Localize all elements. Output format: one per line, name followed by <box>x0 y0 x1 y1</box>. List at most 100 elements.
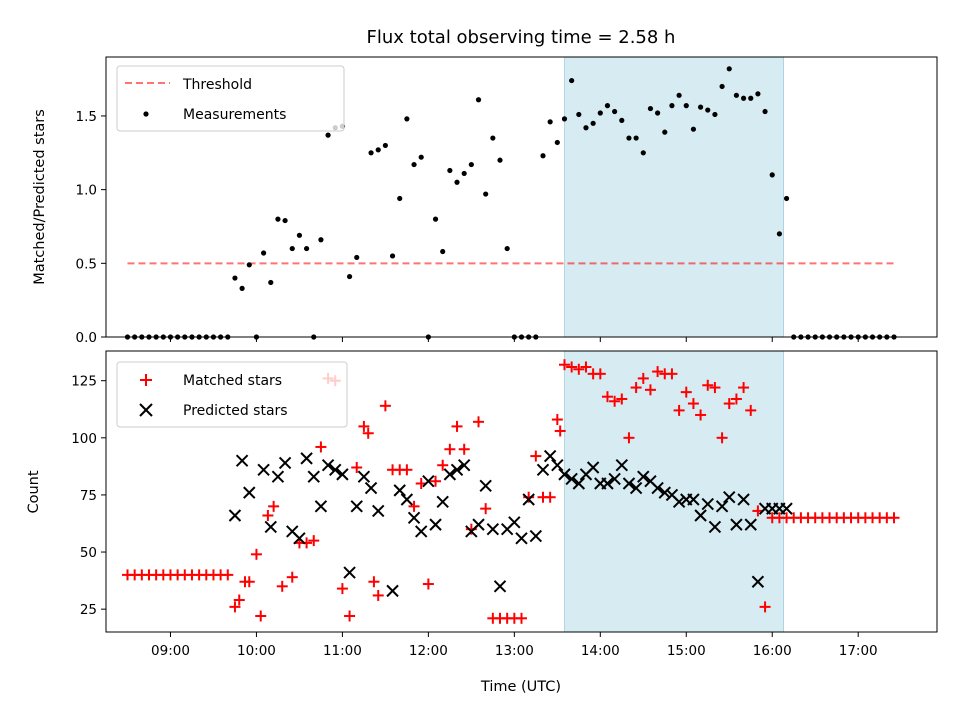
measurement-point <box>762 108 768 115</box>
x-tick-label: 09:00 <box>151 643 190 659</box>
matched-stars-point <box>644 384 656 396</box>
predicted-stars-point <box>357 470 371 483</box>
matched-stars-point <box>580 361 592 373</box>
matched-stars-point <box>530 450 542 462</box>
measurement-point <box>325 132 331 138</box>
predicted-stars-point <box>443 468 457 481</box>
predicted-stars-point <box>257 463 270 477</box>
predicted-stars-point <box>479 479 492 492</box>
legend-predicted-label: Predicted stars <box>183 403 288 419</box>
matched-stars-point <box>268 500 280 512</box>
matched-stars-point <box>430 475 442 487</box>
matched-stars-point <box>276 580 288 592</box>
matched-stars-point <box>745 404 757 416</box>
measurement-point <box>468 161 474 168</box>
predicted-stars-point <box>508 516 521 529</box>
measurement-point <box>397 195 403 202</box>
top-y-tick-label: 1.5 <box>76 109 97 125</box>
predicted-stars-point <box>744 518 757 531</box>
predicted-stars-point <box>601 477 614 490</box>
matched-stars-point <box>480 503 492 515</box>
predicted-stars-point <box>336 468 349 481</box>
measurement-point <box>375 147 381 153</box>
legend-measurements-swatch <box>143 111 149 117</box>
measurement-point <box>232 275 238 281</box>
predicted-stars-point <box>687 493 700 506</box>
predicted-stars-point <box>529 529 543 543</box>
x-axis-label: Time (UTC) <box>480 679 561 695</box>
predicted-stars-point <box>364 481 378 495</box>
matched-stars-point <box>544 491 556 503</box>
predicted-stars-point <box>701 497 714 511</box>
predicted-stars-point <box>672 495 686 508</box>
legend-measurements-label: Measurements <box>183 107 286 123</box>
predicted-stars-point <box>307 470 320 483</box>
measurement-point <box>346 273 353 280</box>
predicted-stars-point <box>235 454 249 467</box>
matched-stars-point <box>759 601 771 613</box>
matched-stars-point <box>437 459 449 471</box>
matched-stars-point <box>554 425 566 437</box>
predicted-stars-point <box>278 456 292 470</box>
predicted-stars-point <box>737 493 750 506</box>
matched-stars-point <box>888 512 900 524</box>
matched-stars-point <box>566 361 578 373</box>
matched-stars-point <box>229 601 241 613</box>
measurement-point <box>561 116 568 122</box>
legend-matched-swatch <box>140 374 152 386</box>
top-legend: Threshold Measurements <box>116 65 345 132</box>
matched-stars-point <box>702 379 714 391</box>
measurement-point <box>504 245 510 252</box>
matched-stars-point <box>709 382 721 394</box>
predicted-stars-point <box>450 463 464 477</box>
measurement-point <box>354 254 360 261</box>
matched-stars-point <box>609 395 621 407</box>
measurement-point <box>239 285 245 291</box>
measurement-point <box>296 232 303 238</box>
bottom-y-tick-label: 50 <box>80 545 97 561</box>
predicted-stars-point <box>293 532 306 545</box>
x-tick-label: 14:00 <box>581 643 620 659</box>
measurement-point <box>647 105 654 112</box>
measurement-point <box>712 111 718 118</box>
matched-stars-point <box>372 589 384 601</box>
measurement-point <box>633 135 639 141</box>
measurement-point <box>662 129 668 135</box>
measurement-point <box>490 135 496 141</box>
matched-stars-point <box>233 594 245 606</box>
predicted-stars-point <box>407 511 421 524</box>
measurement-point <box>676 92 682 98</box>
measurement-point <box>382 142 388 149</box>
measurement-point <box>554 139 560 146</box>
measurement-point <box>604 103 611 109</box>
measurement-point <box>440 248 446 255</box>
measurement-point <box>289 245 295 252</box>
matched-stars-point <box>243 576 255 588</box>
predicted-stars-point <box>558 468 571 481</box>
measurement-point <box>418 154 424 160</box>
matched-stars-point <box>573 363 585 375</box>
measurement-point <box>447 167 453 174</box>
measurement-point <box>303 245 310 252</box>
matched-stars-point <box>516 612 527 624</box>
matched-stars-point <box>473 416 485 428</box>
measurement-point <box>411 161 417 168</box>
measurement-point <box>655 110 661 116</box>
predicted-stars-point <box>572 477 586 490</box>
bottom-legend-box <box>116 361 348 428</box>
top-panel: 0.0 0.5 1.0 1.5 Matched/Predicted stars Thr… <box>32 56 938 346</box>
bottom-y-axis-label: Count <box>26 470 42 513</box>
x-tick-label: 15:00 <box>667 643 706 659</box>
predicted-stars-point <box>329 463 342 477</box>
predicted-stars-point <box>522 493 535 506</box>
predicted-stars-point <box>536 463 550 477</box>
matched-stars-point <box>594 368 606 380</box>
matched-stars-point <box>422 578 434 590</box>
measurement-point <box>569 77 575 84</box>
predicted-stars-point <box>637 470 650 483</box>
measurement-point <box>612 108 618 115</box>
predicted-stars-point <box>300 452 313 465</box>
measurement-point <box>282 217 288 224</box>
bottom-data-marks <box>121 359 900 624</box>
predicted-stars-point <box>228 509 242 522</box>
